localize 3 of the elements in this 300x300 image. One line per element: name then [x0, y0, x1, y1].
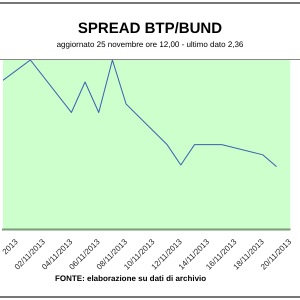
- source-note: FONTE: elaborazione su dati di archivio: [55, 274, 206, 283]
- chart-subtitle: aggiornato 25 novembre ore 12,00 - ultimo dato 2,36: [56, 40, 244, 49]
- chart-title: SPREAD BTP/BUND: [76, 20, 224, 37]
